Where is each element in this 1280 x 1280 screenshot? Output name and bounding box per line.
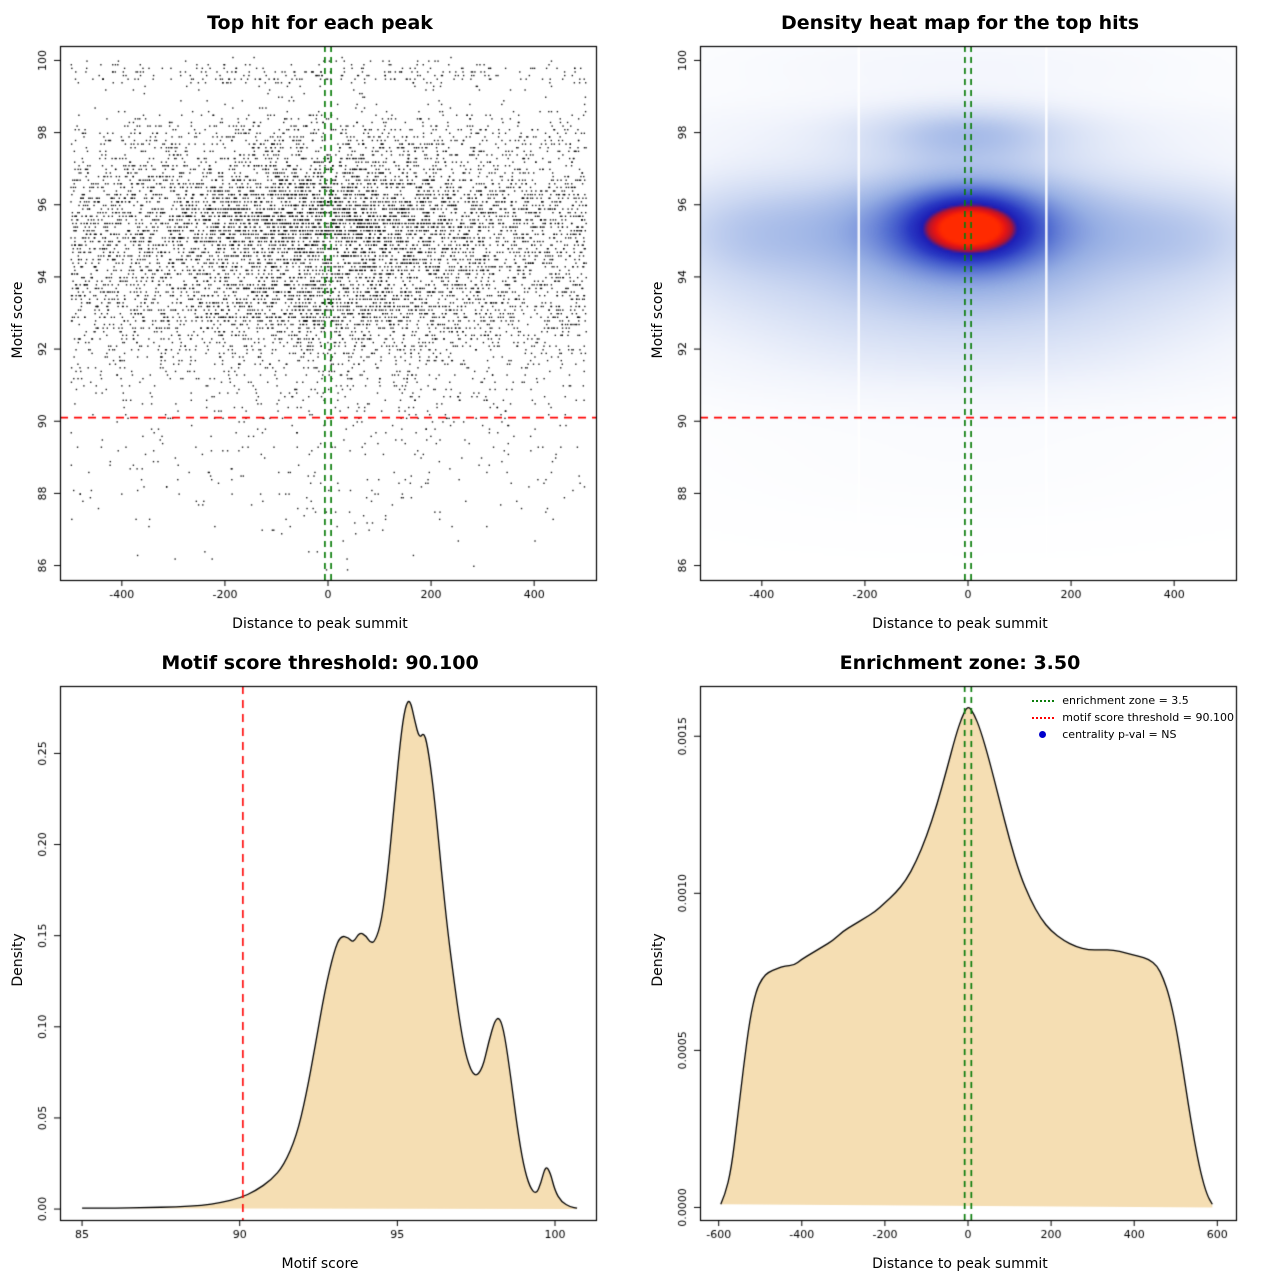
panel-top-hit-scatter: Top hit for each peak Distance to peak s… bbox=[0, 0, 640, 640]
legend-item-score-threshold: motif score threshold = 90.100 bbox=[1032, 711, 1234, 724]
legend-label: motif score threshold = 90.100 bbox=[1062, 711, 1234, 724]
legend-item-enrichment-zone: enrichment zone = 3.5 bbox=[1032, 694, 1234, 707]
score-density-canvas bbox=[0, 640, 640, 1280]
panel-distance-density: Enrichment zone: 3.50 Distance to peak s… bbox=[640, 640, 1280, 1280]
distance-density-canvas bbox=[640, 640, 1280, 1280]
legend-label: centrality p-val = NS bbox=[1062, 728, 1177, 741]
dotted-line-icon bbox=[1032, 716, 1055, 719]
point-icon bbox=[1039, 731, 1047, 738]
dotted-line-icon bbox=[1032, 699, 1055, 702]
panel-density-heatmap: Density heat map for the top hits Distan… bbox=[640, 0, 1280, 640]
legend-label: enrichment zone = 3.5 bbox=[1062, 694, 1189, 707]
scatter-plot-canvas bbox=[0, 0, 640, 640]
panel-motif-score-density: Motif score threshold: 90.100 Motif scor… bbox=[0, 640, 640, 1280]
legend: enrichment zone = 3.5 motif score thresh… bbox=[1032, 694, 1234, 741]
legend-item-centrality-pval: centrality p-val = NS bbox=[1032, 728, 1234, 741]
heatmap-canvas bbox=[640, 0, 1280, 640]
